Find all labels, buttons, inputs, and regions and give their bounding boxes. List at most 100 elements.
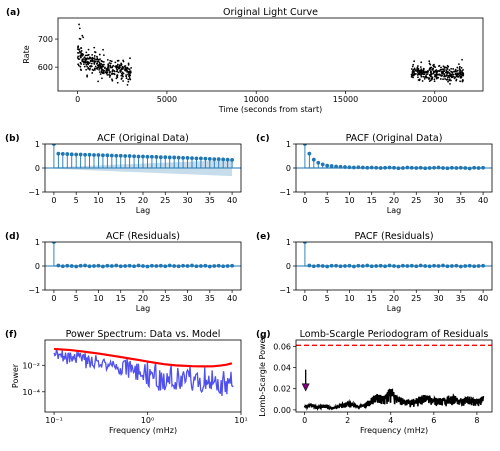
x-tick-label: 0 <box>302 196 307 205</box>
data-point <box>412 63 415 66</box>
data-point <box>432 71 435 74</box>
data-point <box>122 59 125 62</box>
x-axis-label: Lag <box>387 304 401 313</box>
data-point <box>428 77 431 80</box>
x-tick-label: 15000 <box>333 95 358 104</box>
stem-marker <box>69 152 74 157</box>
data-point <box>433 80 436 83</box>
data-point <box>127 70 129 73</box>
data-point <box>81 34 84 37</box>
data-point <box>78 58 81 61</box>
stem-marker <box>65 263 70 268</box>
stem-marker <box>432 263 436 268</box>
x-tick-label: 0 <box>75 95 80 104</box>
data-point <box>416 66 419 69</box>
x-tick-label: 15 <box>367 196 377 205</box>
y-tick-label: 0.04 <box>273 364 291 373</box>
stem-marker <box>356 263 361 268</box>
data-point <box>121 73 124 76</box>
data-point <box>100 63 103 65</box>
stem-marker <box>360 264 365 268</box>
data-point <box>95 58 98 61</box>
panel-d: 0 5 10 15 20 25 30 35 40 −1 0 1 ACF (Residuals) Lag (d… <box>5 231 242 313</box>
data-point <box>456 70 459 72</box>
data-point <box>452 68 455 70</box>
data-point <box>446 64 449 67</box>
data-point <box>130 66 133 69</box>
data-point <box>87 66 90 69</box>
stem-marker <box>207 264 212 269</box>
data-point <box>92 69 95 72</box>
data-point <box>433 78 436 81</box>
data-point <box>461 80 464 82</box>
data-point <box>411 65 414 68</box>
stem-marker <box>432 165 436 170</box>
stem-marker <box>158 155 163 160</box>
stem-marker <box>387 165 392 170</box>
data-point <box>450 67 453 70</box>
stem-marker <box>374 165 379 170</box>
data-point <box>99 73 102 76</box>
panel-label: (d) <box>5 232 20 242</box>
stem-marker <box>167 155 172 160</box>
x-tick-label: 25 <box>411 294 421 303</box>
stem-marker <box>472 165 477 170</box>
stem-marker <box>185 264 190 268</box>
data-point <box>444 78 447 80</box>
data-point <box>458 65 461 68</box>
stem-marker <box>409 165 414 170</box>
data-point <box>116 75 119 78</box>
data-point <box>89 60 92 63</box>
data-point <box>462 73 465 76</box>
stem-marker <box>114 263 119 268</box>
stem-marker <box>225 264 230 268</box>
data-point <box>429 71 432 74</box>
x-tick-label: 6 <box>431 416 436 425</box>
data-point <box>121 65 124 68</box>
chart-title: ACF (Residuals) <box>106 231 180 242</box>
data-point <box>431 76 434 79</box>
stem-marker <box>199 156 203 161</box>
data-point <box>77 55 80 58</box>
stem-marker <box>65 152 70 156</box>
data-point <box>129 74 131 77</box>
data-point <box>81 58 84 61</box>
data-point <box>417 65 419 67</box>
data-point <box>129 71 132 74</box>
data-point <box>129 78 132 81</box>
stem-marker <box>463 264 468 268</box>
stem-marker <box>101 264 105 269</box>
data-point <box>120 74 123 77</box>
stem-marker <box>123 264 128 268</box>
stem-plot <box>296 144 492 171</box>
data-point <box>417 67 420 70</box>
stem-marker <box>454 263 459 268</box>
stem-marker <box>194 264 199 269</box>
stem-marker <box>436 264 441 268</box>
stem-marker <box>190 263 194 268</box>
data-point <box>412 76 414 79</box>
stem-marker <box>60 151 65 156</box>
data-point <box>83 65 86 68</box>
stem-marker <box>176 264 181 269</box>
stem-marker <box>352 165 356 170</box>
periodogram-line <box>303 388 485 412</box>
data-point <box>93 55 96 57</box>
stem-marker <box>109 264 114 268</box>
data-point <box>120 63 123 66</box>
stem-marker <box>145 264 150 269</box>
data-point <box>443 70 446 72</box>
stem-marker <box>141 264 145 268</box>
x-tick-label: 10¹ <box>234 416 247 425</box>
data-point <box>459 69 462 72</box>
stem-marker <box>307 151 312 156</box>
data-point <box>428 80 431 83</box>
x-axis-label: Frequency (mHz) <box>109 426 177 435</box>
stem-marker <box>365 165 370 170</box>
stem-marker <box>83 263 87 268</box>
y-tick-label: 700 <box>38 35 53 44</box>
stem-marker <box>311 157 316 162</box>
stem-marker <box>172 264 177 268</box>
x-tick-label: 15 <box>116 196 126 205</box>
x-tick-label: 0 <box>302 416 307 425</box>
